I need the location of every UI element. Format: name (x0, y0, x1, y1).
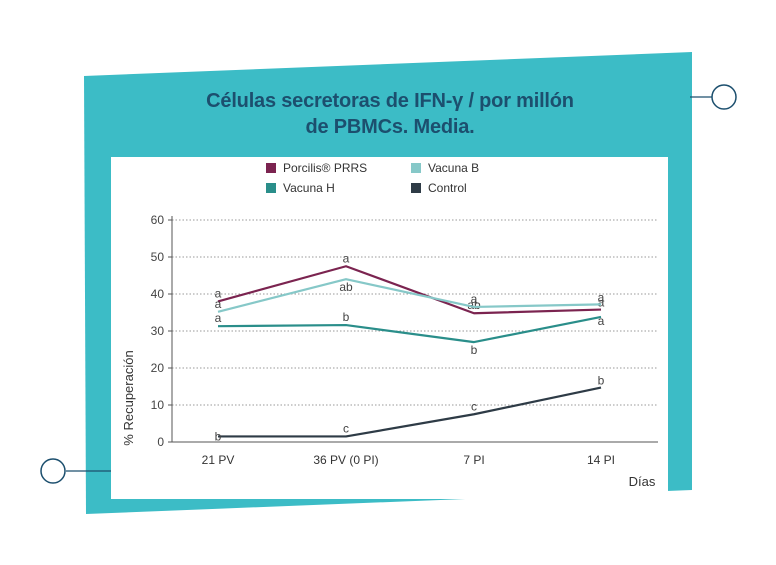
chart-title-line-1: Células secretoras de IFN-γ / por millón (206, 90, 574, 112)
significance-label: ab (339, 280, 353, 294)
significance-label: c (343, 421, 349, 435)
series-line (218, 386, 602, 438)
x-tick-label: 36 PV (0 PI) (313, 453, 378, 467)
legend-swatch (266, 183, 276, 193)
significance-label: a (598, 290, 605, 304)
chart-title-line-2: de PBMCs. Media. (305, 116, 475, 138)
significance-label: ab (467, 298, 481, 312)
legend-label: Control (428, 181, 467, 195)
legend-swatch (266, 163, 276, 173)
significance-label: a (215, 297, 222, 311)
significance-label: a (215, 311, 222, 325)
significance-label: a (215, 286, 222, 300)
y-tick-label: 60 (151, 213, 165, 227)
y-tick-label: 40 (151, 287, 165, 301)
left-circle-decoration (40, 458, 66, 484)
y-tick-label: 20 (151, 361, 165, 375)
y-tick-label: 50 (151, 250, 165, 264)
y-axis-title: % Recuperación (121, 350, 136, 445)
legend-swatch (411, 183, 421, 193)
grid-layer (172, 219, 658, 406)
x-tick-label: 14 PI (587, 453, 615, 467)
significance-label: b (215, 429, 222, 443)
significance-label: c (471, 399, 477, 413)
series-line (217, 315, 602, 344)
chart-title: Células secretoras de IFN-γ / por millón… (150, 88, 630, 140)
significance-label: b (343, 310, 350, 324)
x-tick-label: 7 PI (463, 453, 484, 467)
series-line (217, 278, 602, 313)
x-tick-label: 21 PV (202, 453, 235, 467)
significance-label: a (598, 314, 605, 328)
significance-label: b (471, 343, 478, 357)
legend: Porcilis® PRRS Vacuna B Vacuna H Control (266, 161, 479, 195)
legend-swatch (411, 163, 421, 173)
axis-layer: 0 10 20 30 40 50 60 21 PV 36 PV (0 PI) 7 PI 14 PI (151, 213, 658, 467)
y-tick-label: 0 (157, 435, 164, 449)
legend-label: Vacuna B (428, 161, 479, 175)
right-circle-decoration (711, 84, 737, 110)
legend-label: Porcilis® PRRS (283, 161, 367, 175)
y-tick-label: 10 (151, 398, 165, 412)
significance-label: b (598, 374, 605, 388)
series-line (217, 265, 602, 315)
y-tick-label: 30 (151, 324, 165, 338)
legend-label: Vacuna H (283, 181, 335, 195)
significance-label: a (471, 292, 478, 306)
x-axis-title: Días (629, 474, 656, 489)
significance-label: a (343, 251, 350, 265)
significance-label: a (598, 296, 605, 310)
